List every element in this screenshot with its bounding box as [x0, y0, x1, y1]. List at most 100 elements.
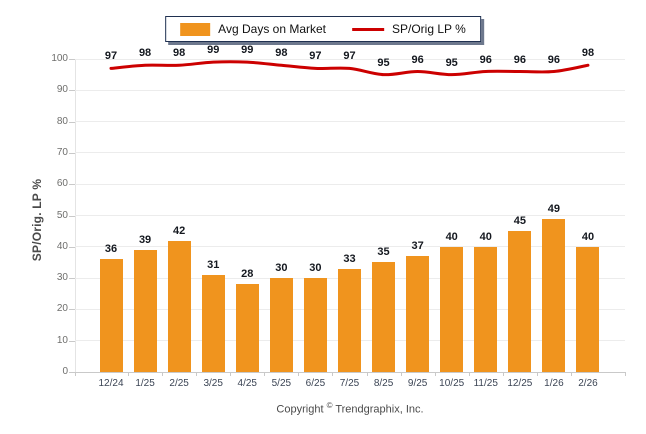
y-tick-label-40: 40 — [56, 240, 68, 252]
y-tick-label-60: 60 — [56, 178, 68, 190]
bar-value-label: 30 — [309, 262, 322, 275]
x-tick-mark — [264, 372, 266, 376]
y-tick-label-100: 100 — [51, 53, 68, 64]
y-tick-mark — [69, 340, 75, 342]
bar-value-label: 31 — [207, 258, 220, 271]
x-tick-mark — [468, 372, 470, 376]
bar — [269, 278, 293, 372]
x-tick-label-5-25: 5/25 — [271, 378, 292, 389]
bar-value-label: 36 — [104, 243, 118, 256]
bar — [440, 246, 464, 372]
x-tick-mark — [570, 372, 572, 376]
x-tick-label-2-25: 2/25 — [169, 378, 189, 389]
bar-value-label: 40 — [581, 230, 595, 243]
x-tick-mark — [434, 372, 436, 376]
gridline-80 — [75, 121, 625, 123]
x-tick-label-9-25: 9/25 — [407, 378, 428, 389]
x-tick-mark — [75, 372, 76, 376]
gridline-90 — [75, 89, 625, 91]
bar — [372, 262, 396, 372]
copyright-suffix: Trendgraphix, Inc. — [335, 403, 424, 416]
y-tick-label-50: 50 — [56, 209, 68, 221]
bar — [167, 240, 191, 372]
x-tick-mark — [502, 372, 504, 376]
y-tick-label-80: 80 — [56, 115, 68, 127]
x-tick-mark — [298, 372, 300, 376]
y-tick-mark — [69, 121, 75, 123]
line-value-label: 96 — [547, 53, 561, 66]
bar-value-label: 33 — [343, 252, 356, 265]
bar-value-label: 45 — [513, 215, 526, 228]
line-series — [109, 60, 590, 77]
bar — [576, 246, 600, 372]
x-tick-mark — [196, 372, 198, 376]
line-value-label: 97 — [104, 50, 118, 63]
bar — [133, 249, 157, 372]
line-value-label: 96 — [513, 53, 526, 66]
legend-line-swatch-icon — [352, 27, 385, 31]
line-value-label: 97 — [309, 50, 322, 63]
x-tick-mark — [400, 372, 402, 376]
gridline-40 — [75, 246, 625, 248]
x-tick-label-8-25: 8/25 — [373, 378, 394, 389]
legend: Avg Days on Market SP/Orig LP % — [165, 16, 481, 42]
bar — [337, 268, 361, 372]
bar-value-label: 37 — [411, 240, 424, 253]
x-tick-label-2-26: 2/26 — [578, 378, 598, 389]
x-tick-label-3-25: 3/25 — [203, 378, 223, 389]
x-tick-label-6-25: 6/25 — [305, 378, 326, 389]
y-tick-mark — [69, 246, 75, 248]
bar — [406, 256, 430, 372]
gridline-50 — [75, 215, 625, 216]
x-tick-label-1-26: 1/26 — [544, 378, 564, 389]
x-tick-mark — [536, 372, 538, 376]
y-tick-label-0: 0 — [62, 366, 68, 377]
x-tick-mark — [230, 372, 232, 376]
gridline-70 — [75, 152, 625, 154]
bar — [542, 218, 566, 372]
y-tick-mark — [69, 59, 75, 60]
y-tick-label-30: 30 — [56, 272, 68, 284]
bar — [235, 284, 259, 372]
legend-bar-label: Avg Days on Market — [218, 22, 327, 36]
x-tick-label-11-25: 11/25 — [473, 378, 498, 389]
line-value-label: 98 — [173, 47, 186, 60]
gridline-100 — [75, 58, 625, 60]
y-tick-mark — [69, 372, 75, 373]
line-value-label: 97 — [343, 50, 356, 63]
y-tick-label-90: 90 — [56, 84, 68, 96]
sp-orig-lp-line — [109, 60, 590, 77]
line-value-label: 99 — [241, 44, 254, 57]
bar — [99, 259, 123, 372]
line-value-label: 98 — [581, 47, 595, 60]
y-tick-mark — [69, 309, 75, 311]
line-value-label: 96 — [411, 53, 424, 66]
line-value-label: 95 — [377, 56, 390, 69]
x-tick-mark — [332, 372, 334, 376]
x-tick-mark — [128, 372, 130, 376]
bar-value-label: 35 — [377, 246, 390, 259]
copyright-note: Copyright © Trendgraphix, Inc. — [75, 401, 625, 416]
x-tick-label-12-24: 12/24 — [98, 378, 124, 389]
bar-value-label: 28 — [241, 268, 254, 281]
y-tick-label-10: 10 — [56, 334, 68, 346]
legend-bar-swatch-icon — [180, 22, 211, 36]
bar — [201, 274, 225, 372]
x-tick-mark — [366, 372, 368, 376]
line-value-label: 99 — [207, 44, 220, 57]
y-tick-label-70: 70 — [56, 146, 68, 158]
line-value-label: 96 — [479, 53, 492, 66]
copyright-symbol-icon: © — [326, 401, 333, 410]
bar — [303, 278, 327, 372]
bar-value-label: 30 — [275, 262, 288, 275]
bar — [474, 246, 498, 372]
x-tick-label-10-25: 10/25 — [439, 378, 465, 389]
plot-area: 36 39 42 31 28 30 30 33 35 37 40 40 45 49 40 97 98 98 99 9… — [75, 44, 626, 389]
gridline-60 — [75, 183, 625, 185]
y-tick-mark — [69, 215, 75, 217]
bar-value-label: 39 — [138, 233, 152, 246]
x-tick-label-1-25: 1/25 — [135, 378, 155, 389]
x-tick-label-4-25: 4/25 — [237, 378, 257, 389]
bar-value-label: 40 — [479, 230, 492, 243]
